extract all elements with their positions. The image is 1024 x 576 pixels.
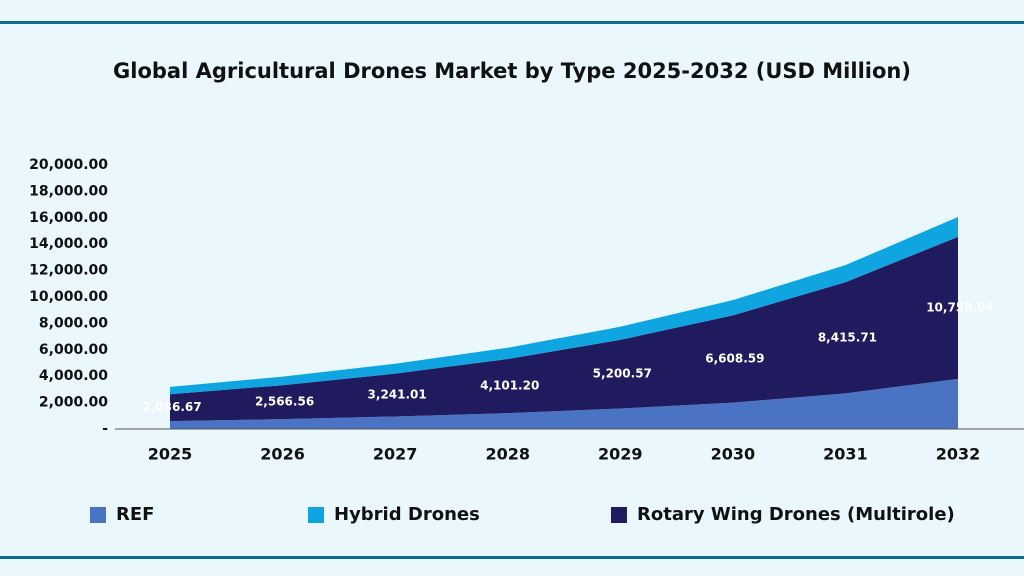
area (170, 236, 958, 422)
data-label: 5,200.57 (593, 367, 652, 381)
data-label: 10,758.04 (926, 300, 994, 314)
y-tick-label: 20,000.00 (29, 157, 108, 173)
y-tick-label: 12,000.00 (29, 263, 108, 279)
top-border (0, 21, 1024, 24)
x-tick-label: 2032 (936, 445, 981, 464)
legend-label: Rotary Wing Drones (Multirole) (637, 504, 955, 525)
x-tick-label: 2025 (148, 445, 193, 464)
y-tick-label: 2,000.00 (39, 395, 108, 411)
legend-swatch (611, 507, 627, 523)
area (170, 378, 958, 429)
y-tick-label: 4,000.00 (39, 368, 108, 384)
data-label: 2,036.67 (142, 400, 201, 414)
x-tick-label: 2029 (598, 445, 643, 464)
y-tick-label: 18,000.00 (29, 183, 108, 199)
x-tick-label: 2027 (373, 445, 418, 464)
legend-label: REF (116, 504, 154, 525)
y-tick-label: - (102, 421, 108, 437)
data-label: 4,101.20 (480, 379, 539, 393)
data-label: 2,566.56 (255, 395, 314, 409)
legend-swatch (90, 507, 106, 523)
bottom-border (0, 556, 1024, 559)
y-tick-label: 14,000.00 (29, 236, 108, 252)
data-label: 3,241.01 (368, 388, 427, 402)
y-tick-label: 16,000.00 (29, 210, 108, 226)
y-tick-label: 8,000.00 (39, 315, 108, 331)
legend-swatch (308, 507, 324, 523)
y-tick-label: 6,000.00 (39, 342, 108, 358)
chart-title: Global Agricultural Drones Market by Typ… (113, 59, 911, 83)
x-tick-label: 2028 (485, 445, 530, 464)
y-tick-label: 10,000.00 (29, 289, 108, 305)
x-tick-label: 2031 (823, 445, 868, 464)
x-tick-label: 2030 (711, 445, 756, 464)
data-label: 8,415.71 (818, 330, 877, 344)
x-tick-label: 2026 (260, 445, 305, 464)
legend-label: Hybrid Drones (334, 504, 480, 525)
data-label: 6,608.59 (705, 351, 764, 365)
